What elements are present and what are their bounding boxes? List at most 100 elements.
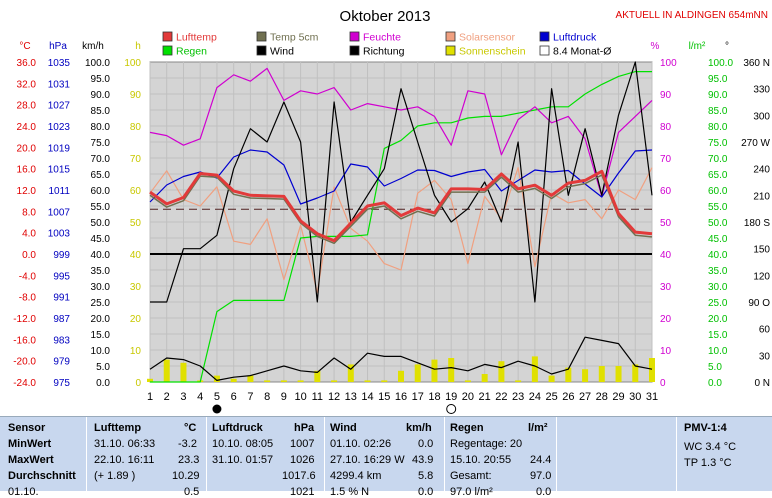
sunshine-bar	[649, 358, 655, 382]
wind-tick-label: 90.0	[91, 90, 111, 101]
pressure-tick-label: 1007	[48, 207, 71, 218]
wind-tick-label: 0.0	[96, 378, 110, 389]
day-tick-label: 26	[562, 391, 574, 403]
pressure-tick-label: 991	[53, 293, 70, 304]
temp-tick-label: -16.0	[13, 335, 36, 346]
sun-tick-label: 50	[130, 218, 142, 229]
new-moon-icon	[212, 404, 222, 414]
pressure-tick-label: 983	[53, 335, 70, 346]
direction-tick-label: 330	[753, 85, 770, 96]
pressure-tick-label: 1031	[48, 79, 71, 90]
sunshine-bar	[297, 380, 304, 382]
day-tick-label: 16	[395, 391, 407, 403]
rain-tick-label: 25.0	[708, 298, 728, 309]
series-line-temp-5cm	[149, 174, 653, 245]
direction-tick-label: 270 W	[741, 138, 770, 149]
rain-tick-label: 100.0	[708, 58, 733, 69]
humidity-tick-label: 30	[660, 282, 672, 293]
humidity-tick-label: 100	[660, 58, 677, 69]
wind-header: Wind	[330, 422, 357, 434]
lufttemp-header: Lufttemp	[94, 422, 142, 434]
day-tick-label: 15	[378, 391, 390, 403]
legend-label: Feuchte	[363, 32, 401, 44]
rain-tick-label: 70.0	[708, 154, 728, 165]
rain-tick-label: 45.0	[708, 234, 728, 245]
rain-tick-label: 60.0	[708, 186, 728, 197]
regen-days: Regentage: 20	[450, 438, 523, 450]
humidity-tick-label: 20	[660, 314, 672, 325]
wind-tick-label: 95.0	[91, 74, 111, 85]
sunshine-bar	[247, 375, 254, 382]
wind-day-value: 0.0	[418, 486, 434, 498]
sun-tick-label: 40	[130, 250, 142, 261]
legend-swatch	[162, 31, 173, 42]
day-tick-label: 9	[281, 391, 287, 403]
sunshine-bar	[398, 370, 404, 382]
sun-tick-label: 10	[130, 346, 142, 357]
wind-min-value: 0.0	[418, 438, 434, 450]
pressure-tick-label: 1023	[48, 122, 71, 133]
legend-label: Richtung	[363, 46, 405, 58]
legend-swatch	[539, 31, 550, 42]
rain-tick-label: 90.0	[708, 90, 728, 101]
day-tick-label: 6	[231, 391, 237, 403]
direction-tick-label: 120	[753, 271, 770, 282]
day-tick-label: 18	[428, 391, 440, 403]
day-tick-label: 31	[646, 391, 658, 403]
direction-tick-label: 90 O	[748, 298, 770, 309]
direction-tick-label: 240	[753, 165, 770, 176]
luftdruck-avg-value: 1017.6	[282, 470, 316, 482]
sunshine-bar	[381, 380, 388, 382]
pmv-windchill: WC 3.4 °C	[684, 441, 737, 453]
humidity-tick-label: 50	[660, 218, 672, 229]
luftdruck-min-time: 10.10. 08:05	[212, 438, 274, 450]
temp-tick-label: -4.0	[19, 271, 37, 282]
day-tick-label: 10	[294, 391, 306, 403]
pmv-dewpoint: TP 1.3 °C	[684, 457, 732, 469]
day-tick-label: 13	[345, 391, 357, 403]
series-line-solarsensor	[149, 167, 653, 293]
humidity-tick-label: 90	[660, 90, 672, 101]
wind-tick-label: 85.0	[91, 106, 111, 117]
sun-tick-label: 30	[130, 282, 142, 293]
sensor-row-min: MinWert	[8, 438, 52, 450]
rain-tick-label: 80.0	[708, 122, 728, 133]
temp-tick-label: 36.0	[17, 58, 37, 69]
chart-title: Oktober 2013	[340, 8, 431, 25]
rain-tick-label: 85.0	[708, 106, 728, 117]
sunshine-bar	[448, 358, 455, 382]
full-moon-icon	[446, 404, 457, 414]
wind-tick-label: 35.0	[91, 266, 111, 277]
summary-table: Sensor MinWert MaxWert Durchschnitt 01.1…	[0, 416, 772, 498]
direction-tick-label: 360 N	[743, 58, 770, 69]
sunshine-bar	[582, 369, 589, 382]
rain-tick-label: 95.0	[708, 74, 728, 85]
sunshine-bar	[431, 359, 438, 382]
temp-tick-label: 4.0	[22, 229, 36, 240]
wind-tick-label: 50.0	[91, 218, 111, 229]
series-line-luftdruck	[149, 149, 653, 205]
lufttemp-min-time: 31.10. 06:33	[94, 438, 156, 450]
sun-tick-label: 60	[130, 186, 142, 197]
wind-tick-label: 40.0	[91, 250, 111, 261]
direction-tick-label: 210	[753, 191, 770, 202]
regen-day-note: 97.0 l/m²	[450, 486, 493, 498]
sun-tick-label: 80	[130, 122, 142, 133]
day-tick-label: 17	[412, 391, 424, 403]
sensor-header: Sensor	[8, 422, 46, 434]
temp-tick-label: 0.0	[22, 250, 36, 261]
pmv-header: PMV-1:4	[684, 422, 727, 434]
lufttemp-unit: °C	[184, 422, 197, 434]
lufttemp-avg-value: 10.29	[172, 470, 200, 482]
day-tick-label: 19	[445, 391, 457, 403]
legend-label: Solarsensor	[459, 32, 516, 44]
lufttemp-min-value: -3.2	[178, 438, 197, 450]
rain-tick-label: 5.0	[708, 362, 722, 373]
sun-tick-label: 70	[130, 154, 142, 165]
sensor-row-max: MaxWert	[8, 454, 54, 466]
legend-label: Sonnenschein	[459, 46, 526, 58]
sunshine-bar	[598, 366, 605, 382]
wind-tick-label: 70.0	[91, 154, 111, 165]
lufttemp-avg-note: (+ 1.89 )	[94, 470, 136, 482]
sunshine-bar	[548, 375, 555, 382]
